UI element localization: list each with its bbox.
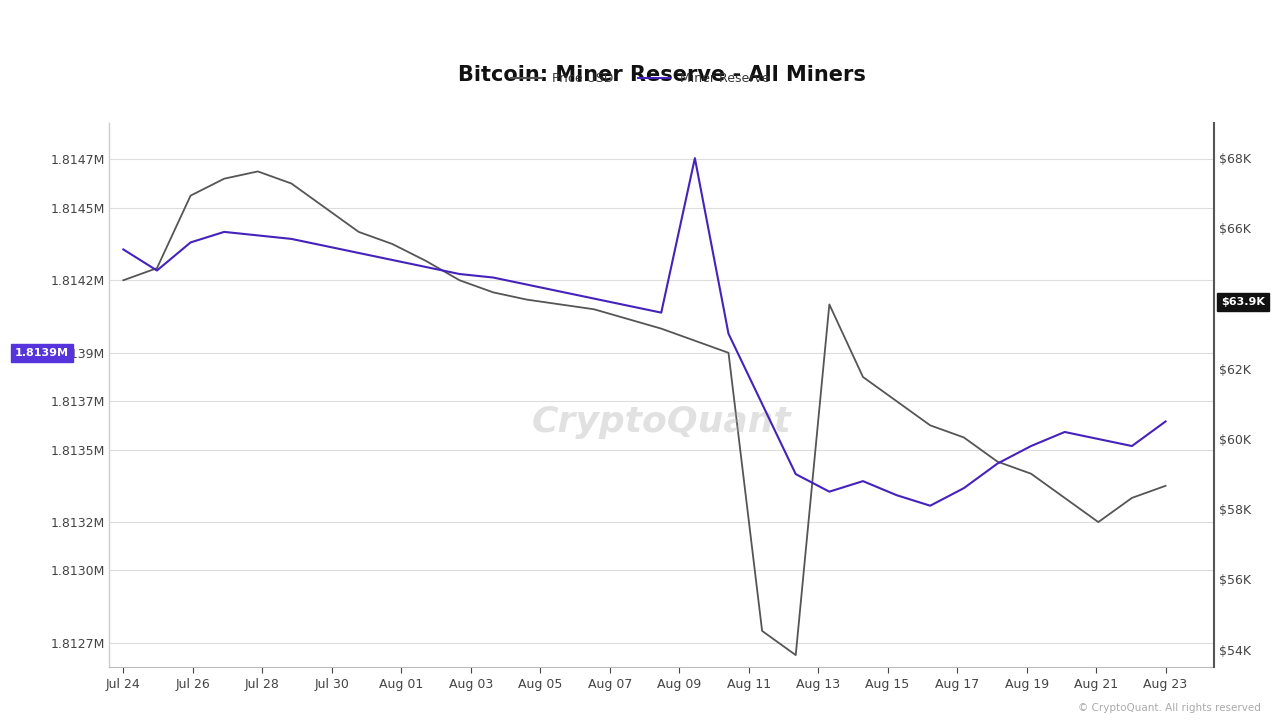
Miner Reserve — [250, 231, 265, 240]
Miner Reserve — [654, 308, 669, 317]
Price USD — [822, 300, 837, 309]
Price USD — [216, 174, 232, 183]
Price USD — [115, 276, 131, 284]
Price USD — [1124, 494, 1139, 503]
Price USD — [788, 651, 804, 660]
Price USD — [687, 336, 703, 345]
Miner Reserve — [855, 477, 870, 485]
Price USD — [1091, 518, 1106, 526]
Price USD — [250, 167, 265, 176]
Miner Reserve — [754, 400, 769, 408]
Text: $63.9K: $63.9K — [1221, 297, 1265, 307]
Miner Reserve — [553, 287, 568, 296]
Price USD — [384, 240, 399, 248]
Price USD — [419, 256, 434, 265]
Miner Reserve — [586, 294, 602, 303]
Miner Reserve — [620, 301, 635, 310]
Price USD — [1024, 469, 1039, 478]
Price USD — [888, 397, 904, 405]
Price USD — [1057, 494, 1073, 503]
Price USD — [183, 192, 198, 200]
Text: 1.8139M: 1.8139M — [15, 348, 69, 358]
Miner Reserve — [216, 228, 232, 236]
Price USD — [150, 264, 165, 272]
Miner Reserve — [1091, 435, 1106, 444]
Price USD — [721, 348, 736, 357]
Miner Reserve — [150, 266, 165, 275]
Miner Reserve — [115, 245, 131, 253]
Price USD — [485, 288, 500, 297]
Price USD — [553, 300, 568, 309]
Miner Reserve — [822, 487, 837, 496]
Miner Reserve — [788, 469, 804, 478]
Price USD — [654, 324, 669, 333]
Text: © CryptoQuant. All rights reserved: © CryptoQuant. All rights reserved — [1078, 703, 1261, 713]
Price USD — [754, 626, 769, 635]
Price USD — [284, 179, 300, 188]
Price USD — [989, 457, 1005, 466]
Miner Reserve — [183, 238, 198, 247]
Miner Reserve — [520, 280, 535, 289]
Miner Reserve — [1124, 441, 1139, 450]
Miner Reserve — [1024, 441, 1039, 450]
Miner Reserve — [384, 256, 399, 264]
Miner Reserve — [956, 484, 972, 492]
Price USD — [317, 203, 333, 212]
Miner Reserve — [351, 248, 366, 257]
Miner Reserve — [317, 242, 333, 251]
Price USD — [1158, 482, 1174, 490]
Price USD — [452, 276, 467, 284]
Price USD — [586, 305, 602, 314]
Miner Reserve — [284, 235, 300, 243]
Miner Reserve — [989, 459, 1005, 468]
Miner Reserve — [419, 263, 434, 271]
Price USD — [520, 295, 535, 304]
Miner Reserve — [1057, 428, 1073, 436]
Price USD — [351, 228, 366, 236]
Miner Reserve — [888, 491, 904, 500]
Miner Reserve — [687, 154, 703, 163]
Miner Reserve — [1158, 417, 1174, 426]
Title: Bitcoin: Miner Reserve - All Miners: Bitcoin: Miner Reserve - All Miners — [458, 66, 865, 86]
Price USD — [620, 315, 635, 323]
Line: Miner Reserve: Miner Reserve — [123, 158, 1166, 505]
Miner Reserve — [485, 273, 500, 282]
Miner Reserve — [721, 329, 736, 338]
Miner Reserve — [452, 270, 467, 279]
Text: CryptoQuant: CryptoQuant — [532, 405, 792, 439]
Legend: Price USD, Miner Reserve: Price USD, Miner Reserve — [506, 68, 774, 91]
Price USD — [956, 433, 972, 442]
Price USD — [855, 373, 870, 382]
Line: Price USD: Price USD — [123, 171, 1166, 655]
Price USD — [923, 421, 938, 430]
Miner Reserve — [923, 501, 938, 510]
